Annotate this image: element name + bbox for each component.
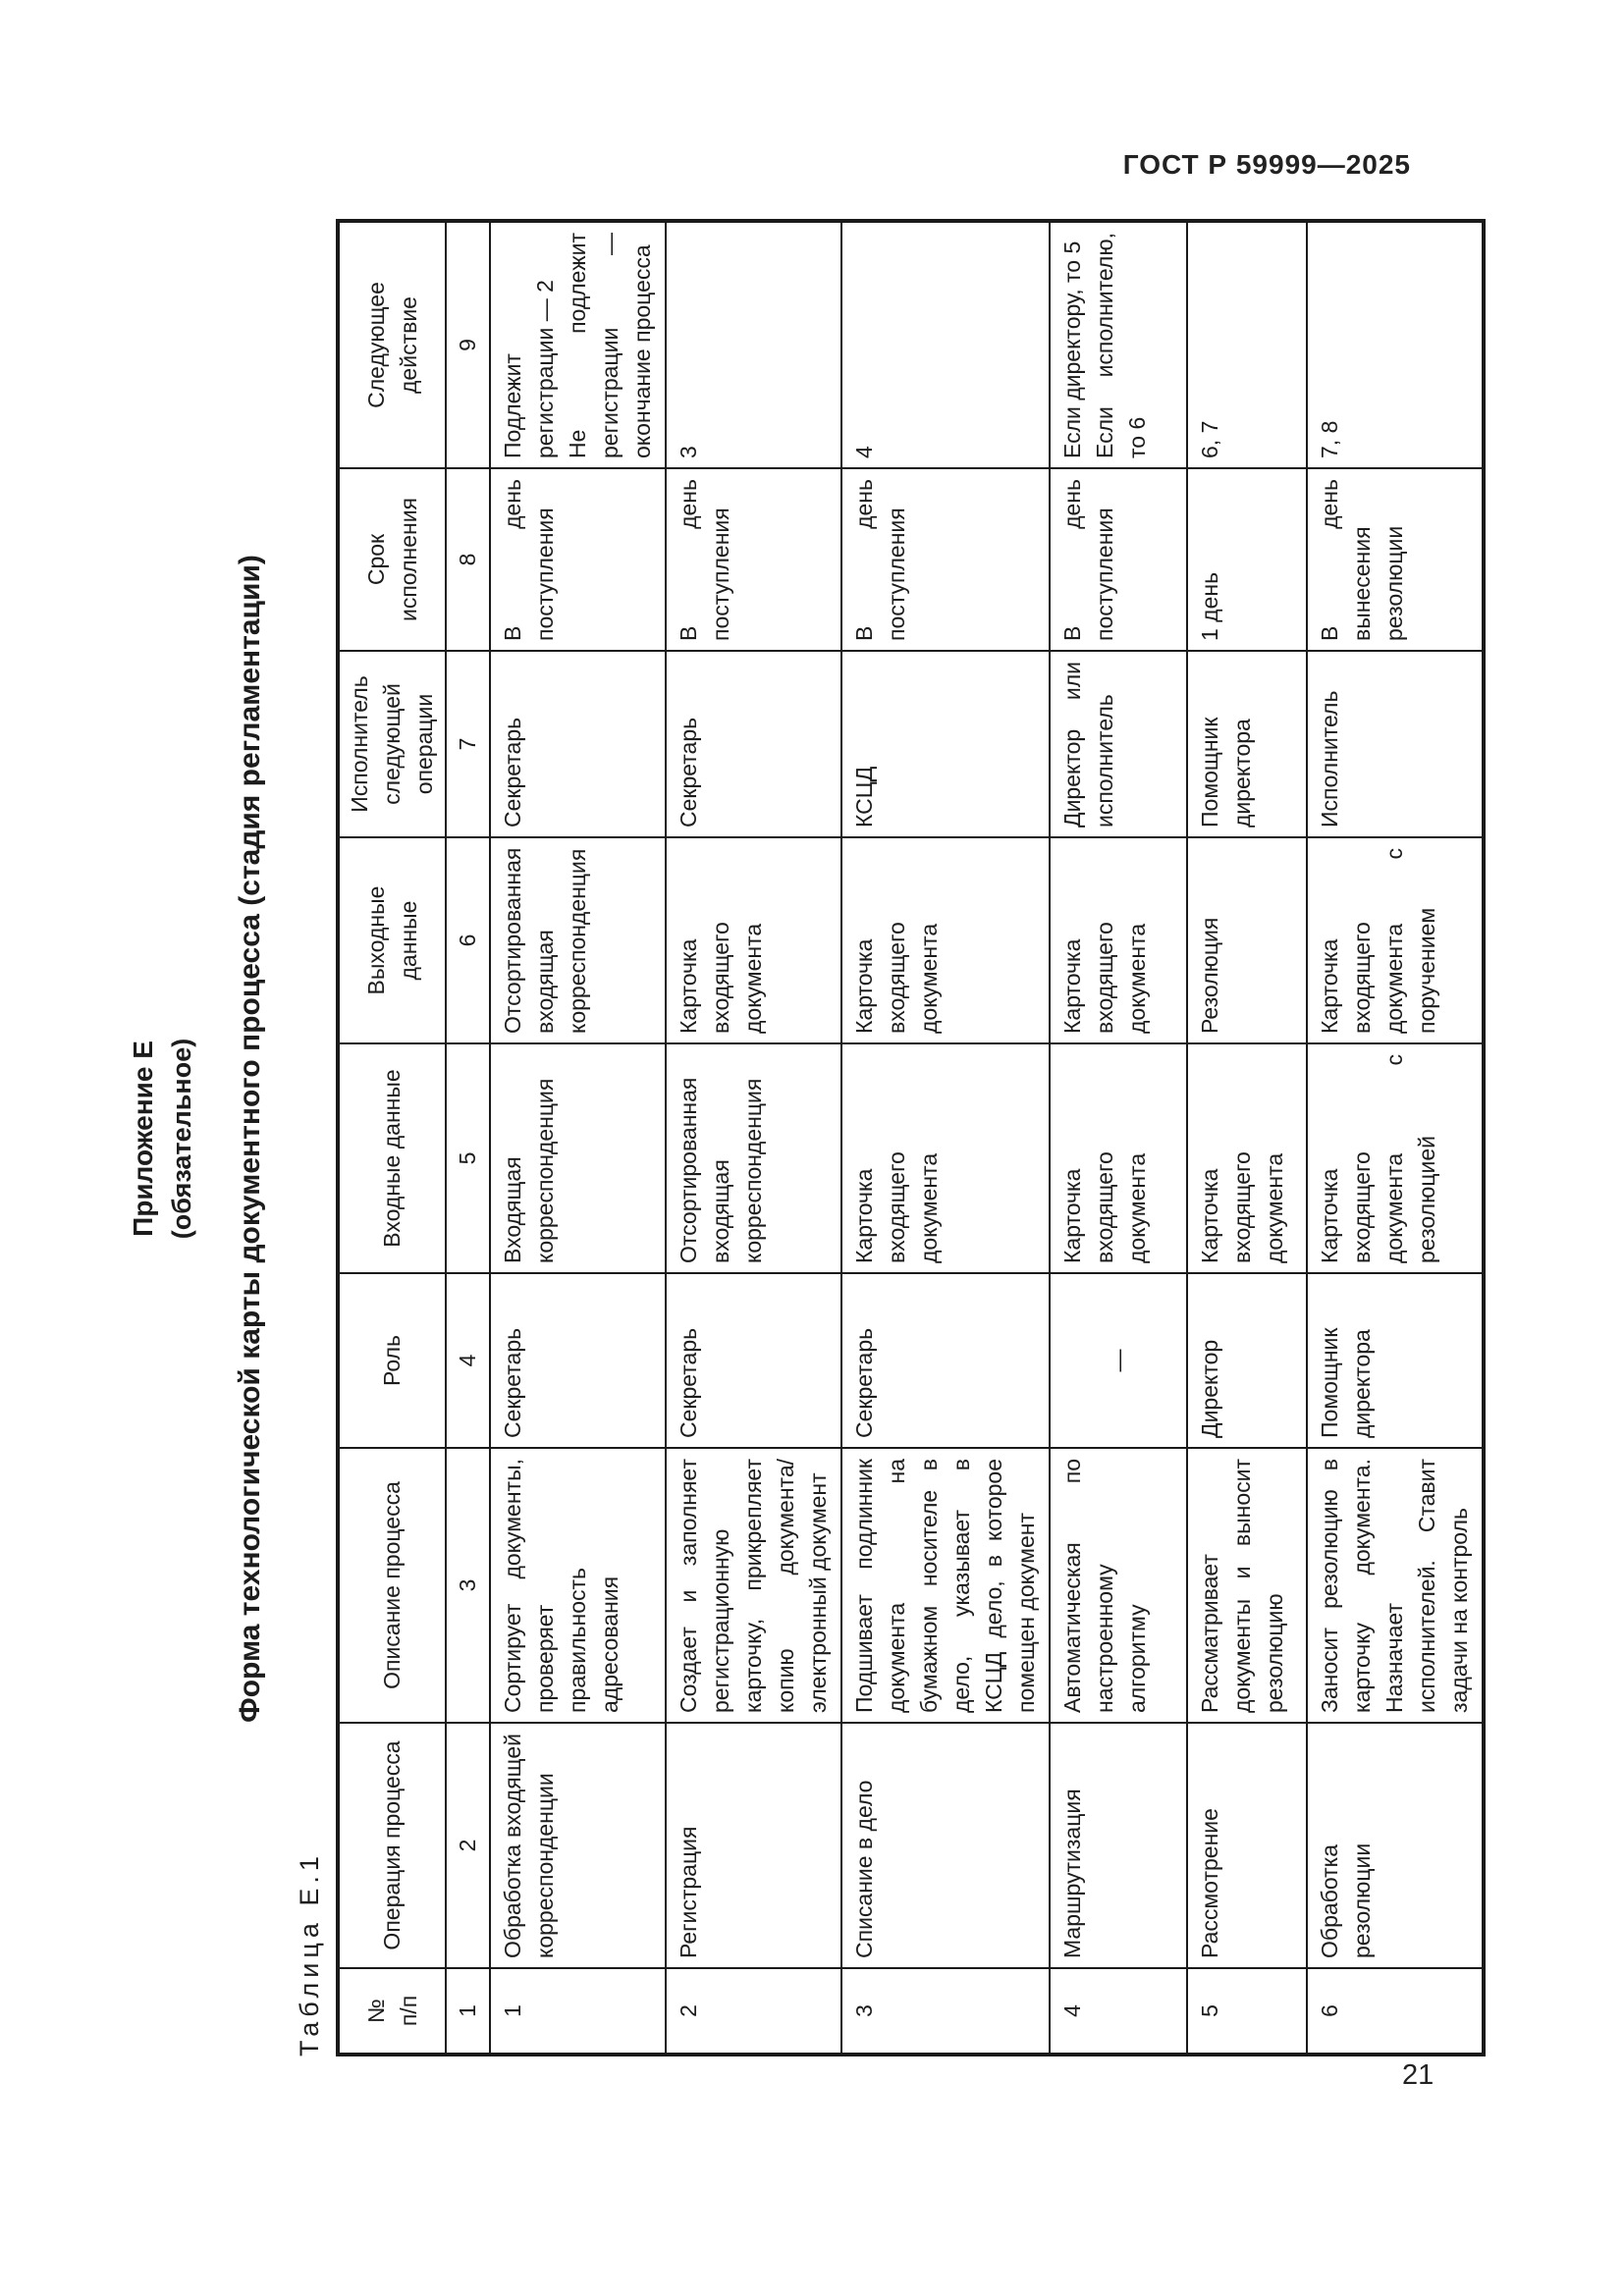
cell-next-action: 7, 8 [1307,221,1484,468]
cell-output: Отсортированная входящая корреспонденция [490,837,666,1043]
cell-description: Автоматическая по настроенному алгоритму [1050,1448,1187,1723]
column-numbers-row: 1 2 3 4 5 6 7 8 9 [446,221,490,2055]
cell-input: Карточка входящего документа [841,1043,1050,1273]
table-row: 4 Маршрутизация Автоматическая по настро… [1050,221,1187,2055]
cell-role: Помощник директора [1307,1273,1484,1448]
cell-input: Карточка входящего документа [1050,1043,1187,1273]
cell-next-executor: Секретарь [666,651,841,837]
page-header: ГОСТ Р 59999—2025 [1122,149,1411,180]
cell-next-executor: Секретарь [490,651,666,837]
cell-no: 1 [490,1968,666,2055]
cell-operation: Рассмотрение [1187,1723,1307,1968]
cell-operation: Маршрутизация [1050,1723,1187,1968]
header-next-executor: Исполнитель следующей операции [338,651,446,837]
header-role: Роль [338,1273,446,1448]
table-row: 1 Обработка входящей корреспонденции Сор… [490,221,666,2055]
cell-output: Карточка входящего документа [666,837,841,1043]
table-row: 5 Рассмотрение Рассматривает документы и… [1187,221,1307,2055]
cell-output: Карточка входящего документа с поручение… [1307,837,1484,1043]
cell-role: Секретарь [490,1273,666,1448]
table-caption: Таблица Е.1 [295,1851,324,2056]
col-num: 2 [446,1723,490,1968]
cell-next-action: Если директору, то 5 Если исполнителю, т… [1050,221,1187,468]
cell-deadline: В день поступления [1050,468,1187,651]
cell-deadline: 1 день [1187,468,1307,651]
cell-role: Директор [1187,1273,1307,1448]
table-row: 3 Списание в дело Подшивает подлинник до… [841,221,1050,2055]
table-row: 6 Обработка резолюции Заносит резолюцию … [1307,221,1484,2055]
cell-input: Карточка входящего документа с резолюцие… [1307,1043,1484,1273]
col-num: 6 [446,837,490,1043]
cell-next-action: 4 [841,221,1050,468]
col-num: 1 [446,1968,490,2055]
header-description: Описание процесса [338,1448,446,1723]
cell-next-action: 6, 7 [1187,221,1307,468]
cell-output: Карточка входящего документа [1050,837,1187,1043]
cell-no: 5 [1187,1968,1307,2055]
cell-deadline: В день поступления [490,468,666,651]
col-num: 7 [446,651,490,837]
header-operation: Операция процесса [338,1723,446,1968]
col-num: 8 [446,468,490,651]
cell-next-executor: Помощник директора [1187,651,1307,837]
cell-next-action: Подлежит регистрации — 2 Не подлежит рег… [490,221,666,468]
cell-next-executor: КСЦД [841,651,1050,837]
rotated-content: Приложение Е (обязательное) Форма технол… [124,219,1486,2056]
col-num: 3 [446,1448,490,1723]
cell-output: Резолюция [1187,837,1307,1043]
cell-next-executor: Исполнитель [1307,651,1484,837]
col-num: 9 [446,221,490,468]
cell-operation: Списание в дело [841,1723,1050,1968]
cell-no: 2 [666,1968,841,2055]
cell-role: Секретарь [666,1273,841,1448]
cell-output: Карточка входящего документа [841,837,1050,1043]
header-row: № п/п Операция процесса Описание процесс… [338,221,446,2055]
cell-input: Входящая корреспонденция [490,1043,666,1273]
cell-input: Отсортированная входящая корреспонденция [666,1043,841,1273]
table-row: 2 Регистрация Создает и заполняет регист… [666,221,841,2055]
cell-deadline: В день вынесения резолюции [1307,468,1484,651]
cell-operation: Обработка резолюции [1307,1723,1484,1968]
cell-operation: Обработка входящей корреспонденции [490,1723,666,1968]
cell-description: Рассматривает документы и выносит резолю… [1187,1448,1307,1723]
cell-no: 3 [841,1968,1050,2055]
header-next-action: Следующее действие [338,221,446,468]
cell-next-executor: Директор или исполнитель [1050,651,1187,837]
cell-no: 6 [1307,1968,1484,2055]
appendix-subtitle: (обязательное) [167,1038,196,1240]
cell-description: Подшивает подлинник документа на бумажно… [841,1448,1050,1723]
cell-description: Заносит резолюцию в карточку документа. … [1307,1448,1484,1723]
cell-operation: Регистрация [666,1723,841,1968]
header-deadline: Срок исполнения [338,468,446,651]
cell-deadline: В день поступления [841,468,1050,651]
page-number: 21 [1402,2059,1435,2091]
cell-description: Создает и заполняет регистрационную карт… [666,1448,841,1723]
cell-role: Секретарь [841,1273,1050,1448]
process-table: № п/п Операция процесса Описание процесс… [336,219,1486,2056]
cell-next-action: 3 [666,221,841,468]
header-output-data: Выходные данные [338,837,446,1043]
cell-description: Сортирует документы, проверяет правильно… [490,1448,666,1723]
col-num: 5 [446,1043,490,1273]
cell-input: Карточка входящего документа [1187,1043,1307,1273]
header-input-data: Входные данные [338,1043,446,1273]
col-num: 4 [446,1273,490,1448]
form-title: Форма технологической карты документного… [234,555,266,1723]
cell-deadline: В день поступления [666,468,841,651]
appendix-title: Приложение Е [128,1041,158,1237]
cell-role: — [1050,1273,1187,1448]
cell-no: 4 [1050,1968,1187,2055]
header-no: № п/п [338,1968,446,2055]
